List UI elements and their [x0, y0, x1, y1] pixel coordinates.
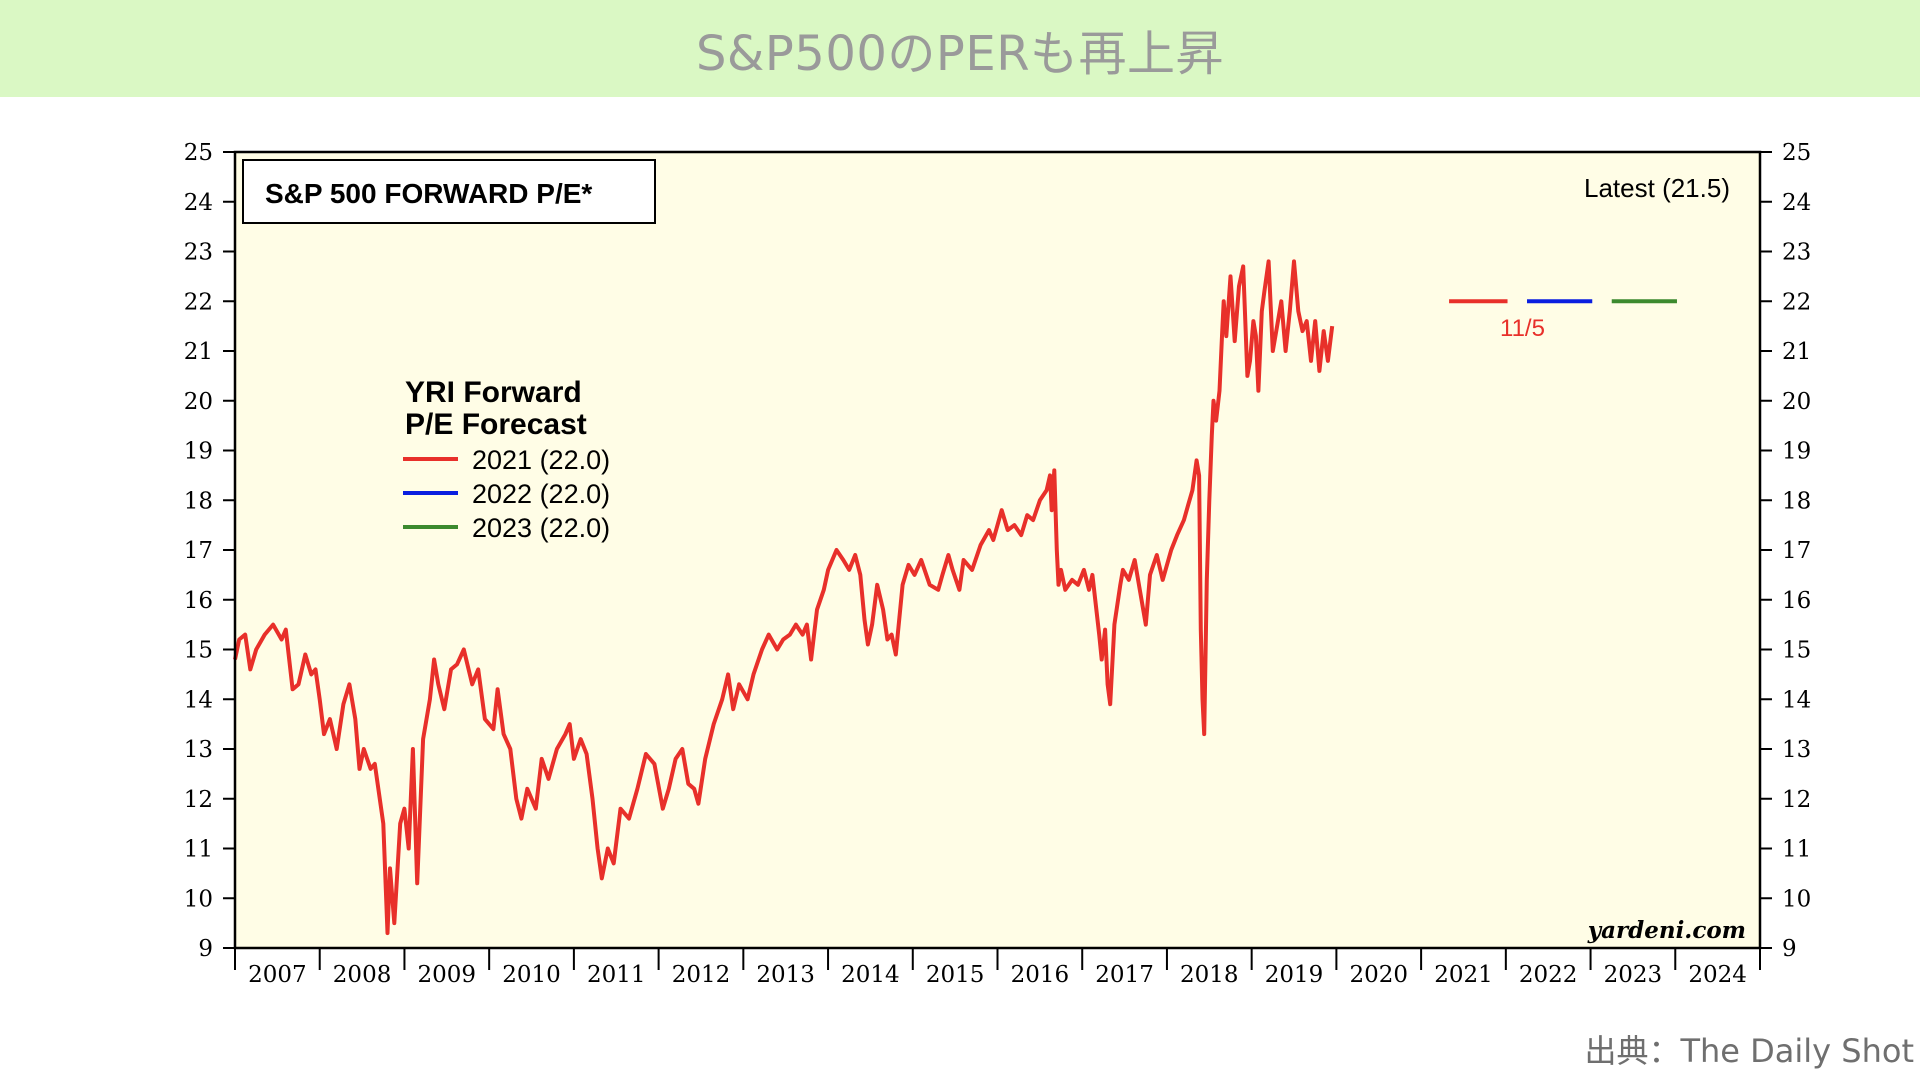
legend-label-2021: 2021 (22.0) [472, 445, 610, 475]
y-axis-right: 9 10 11 12 13 14 15 16 17 18 19 20 21 22 23 24 25 [1760, 140, 1811, 962]
credit-label: yardeni.com [1587, 917, 1746, 944]
y-tick-label-right: 16 [1782, 588, 1811, 614]
x-tick-label-2018: 2018 [1180, 962, 1239, 988]
y-tick-label-left: 12 [184, 787, 213, 813]
y-tick-label-left: 21 [184, 339, 213, 365]
y-tick-label-left: 16 [184, 588, 213, 614]
y-tick-label-right: 19 [1782, 439, 1811, 465]
y-tick-label-right: 22 [1782, 289, 1811, 315]
y-tick-label-right: 15 [1782, 638, 1811, 664]
y-tick-label-left: 13 [184, 737, 213, 763]
x-tick-label-2011: 2011 [587, 962, 646, 988]
y-tick-label-right: 17 [1782, 538, 1811, 564]
x-tick-label-2023: 2023 [1604, 962, 1663, 988]
y-tick-label-right: 18 [1782, 488, 1811, 514]
y-tick-label-left: 17 [184, 538, 213, 564]
legend-heading-line1: YRI Forward [405, 376, 582, 409]
y-tick-label-left: 11 [184, 837, 213, 863]
y-tick-label-right: 14 [1782, 687, 1811, 713]
x-tick-label-2024: 2024 [1688, 962, 1747, 988]
date-annotation: 11/5 [1500, 315, 1545, 342]
x-tick-label-2016: 2016 [1011, 962, 1070, 988]
latest-label: Latest (21.5) [1584, 173, 1730, 203]
y-tick-label-right: 25 [1782, 140, 1811, 166]
y-tick-label-left: 10 [184, 886, 213, 912]
x-tick-label-2008: 2008 [333, 962, 392, 988]
y-tick-label-left: 9 [198, 936, 213, 962]
x-tick-label-2012: 2012 [672, 962, 731, 988]
plot-background [235, 152, 1760, 948]
chart-title: S&P 500 FORWARD P/E* [265, 178, 592, 209]
page-title: S&P500のPERも再上昇 [695, 25, 1225, 82]
y-axis-left: 9 10 11 12 13 14 15 16 17 18 19 20 21 22 23 24 25 [184, 140, 235, 962]
y-tick-label-right: 10 [1782, 886, 1811, 912]
y-tick-label-right: 9 [1782, 936, 1797, 962]
y-tick-label-left: 14 [184, 687, 213, 713]
x-axis: 2007 2008 2009 2010 2011 2012 2013 2014 2015 2016… [234, 948, 1761, 988]
x-tick-label-2021: 2021 [1434, 962, 1493, 988]
chart-title-box [242, 159, 656, 224]
y-tick-label-left: 22 [184, 289, 213, 315]
x-tick-label-2009: 2009 [418, 962, 477, 988]
y-tick-label-left: 18 [184, 488, 213, 514]
y-tick-label-left: 23 [184, 240, 213, 266]
y-tick-label-left: 20 [184, 389, 213, 415]
y-tick-label-left: 25 [184, 140, 213, 166]
y-tick-label-right: 11 [1782, 837, 1811, 863]
legend-label-2022: 2022 (22.0) [472, 479, 610, 509]
x-tick-label-2014: 2014 [841, 962, 900, 988]
source-credit: 出典：The Daily Shot [1584, 1032, 1914, 1070]
legend-heading-line2: P/E Forecast [405, 408, 587, 441]
x-tick-label-2022: 2022 [1519, 962, 1578, 988]
x-tick-label-2017: 2017 [1095, 962, 1154, 988]
x-tick-label-2019: 2019 [1265, 962, 1324, 988]
y-tick-label-right: 20 [1782, 389, 1811, 415]
legend-label-2023: 2023 (22.0) [472, 513, 610, 543]
y-tick-label-right: 21 [1782, 339, 1811, 365]
y-tick-label-left: 15 [184, 638, 213, 664]
x-tick-label-2010: 2010 [502, 962, 561, 988]
y-tick-label-left: 24 [184, 190, 213, 216]
legend: YRI Forward P/E Forecast 2021 (22.0) 202… [403, 376, 610, 543]
x-tick-label-2007: 2007 [248, 962, 307, 988]
y-tick-label-left: 19 [184, 439, 213, 465]
series-line-forward-pe [233, 259, 1335, 936]
x-tick-label-2013: 2013 [756, 962, 815, 988]
y-tick-label-right: 13 [1782, 737, 1811, 763]
x-tick-label-2015: 2015 [926, 962, 985, 988]
y-tick-label-right: 12 [1782, 787, 1811, 813]
title-banner: S&P500のPERも再上昇 [0, 0, 1920, 97]
y-tick-label-right: 24 [1782, 190, 1811, 216]
x-tick-label-2020: 2020 [1349, 962, 1408, 988]
y-tick-label-right: 23 [1782, 240, 1811, 266]
